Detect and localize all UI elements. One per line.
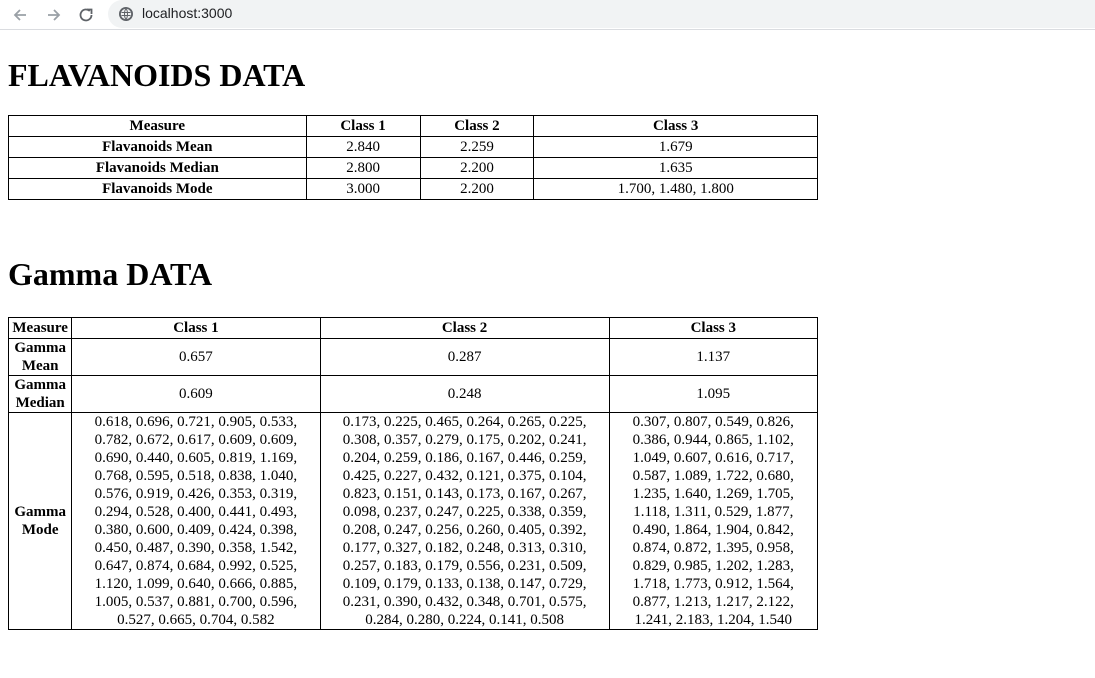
table-cell: 0.618, 0.696, 0.721, 0.905, 0.533, 0.782… (71, 412, 321, 630)
table-header-row: Measure Class 1 Class 2 Class 3 (8, 115, 818, 137)
table-cell: 3.000 (305, 178, 421, 200)
table-row: Flavanoids Median 2.800 2.200 1.635 (8, 157, 818, 179)
row-label: Gamma Mode (7, 412, 73, 630)
reload-button[interactable] (74, 3, 98, 27)
table-row: Flavanoids Mode 3.000 2.200 1.700, 1.480… (8, 178, 818, 200)
table-row: Gamma Mode 0.618, 0.696, 0.721, 0.905, 0… (7, 412, 819, 630)
address-bar[interactable]: localhost:3000 (108, 0, 1095, 28)
table-cell: 2.259 (419, 136, 535, 158)
table-row: Gamma Mean 0.657 0.287 1.137 (7, 338, 819, 376)
table-cell: 1.635 (533, 157, 818, 179)
column-header: Class 3 (533, 115, 818, 137)
column-header: Measure (8, 115, 307, 137)
arrow-left-icon (13, 9, 26, 21)
row-label: Flavanoids Mean (8, 136, 307, 158)
flavanoids-table: Measure Class 1 Class 2 Class 3 Flavanoi… (8, 115, 818, 200)
table-row: Gamma Median 0.609 0.248 1.095 (7, 375, 819, 413)
table-cell: 0.287 (319, 338, 610, 376)
flavanoids-heading: FLAVANOIDS DATA (8, 57, 306, 93)
url-text: localhost:3000 (142, 5, 233, 21)
column-header: Measure (7, 317, 73, 339)
column-header: Class 2 (319, 317, 610, 339)
table-cell: 2.200 (419, 178, 535, 200)
table-row: Flavanoids Mean 2.840 2.259 1.679 (8, 136, 818, 158)
row-label: Flavanoids Mode (8, 178, 307, 200)
site-info-icon[interactable] (118, 6, 134, 22)
table-cell: 2.800 (305, 157, 421, 179)
table-cell: 1.095 (608, 375, 819, 413)
row-label: Flavanoids Median (8, 157, 307, 179)
arrow-right-icon (48, 9, 61, 21)
page-content: FLAVANOIDS DATA Measure Class 1 Class 2 … (7, 36, 1087, 630)
gamma-heading: Gamma DATA (8, 256, 213, 292)
reload-icon (79, 8, 93, 22)
back-button[interactable] (8, 3, 32, 27)
browser-toolbar: localhost:3000 (0, 0, 1095, 30)
forward-button[interactable] (42, 3, 66, 27)
column-header: Class 1 (71, 317, 321, 339)
gamma-table: Measure Class 1 Class 2 Class 3 Gamma Me… (7, 317, 819, 630)
table-cell: 1.700, 1.480, 1.800 (533, 178, 818, 200)
table-header-row: Measure Class 1 Class 2 Class 3 (7, 317, 819, 339)
table-cell: 0.609 (71, 375, 321, 413)
table-cell: 2.840 (305, 136, 421, 158)
table-cell: 0.657 (71, 338, 321, 376)
table-cell: 2.200 (419, 157, 535, 179)
table-cell: 1.137 (608, 338, 819, 376)
table-cell: 0.307, 0.807, 0.549, 0.826, 0.386, 0.944… (608, 412, 819, 630)
column-header: Class 1 (305, 115, 421, 137)
table-cell: 1.679 (533, 136, 818, 158)
row-label: Gamma Mean (7, 338, 73, 376)
column-header: Class 3 (608, 317, 819, 339)
table-cell: 0.248 (319, 375, 610, 413)
row-label: Gamma Median (7, 375, 73, 413)
column-header: Class 2 (419, 115, 535, 137)
table-cell: 0.173, 0.225, 0.465, 0.264, 0.265, 0.225… (319, 412, 610, 630)
